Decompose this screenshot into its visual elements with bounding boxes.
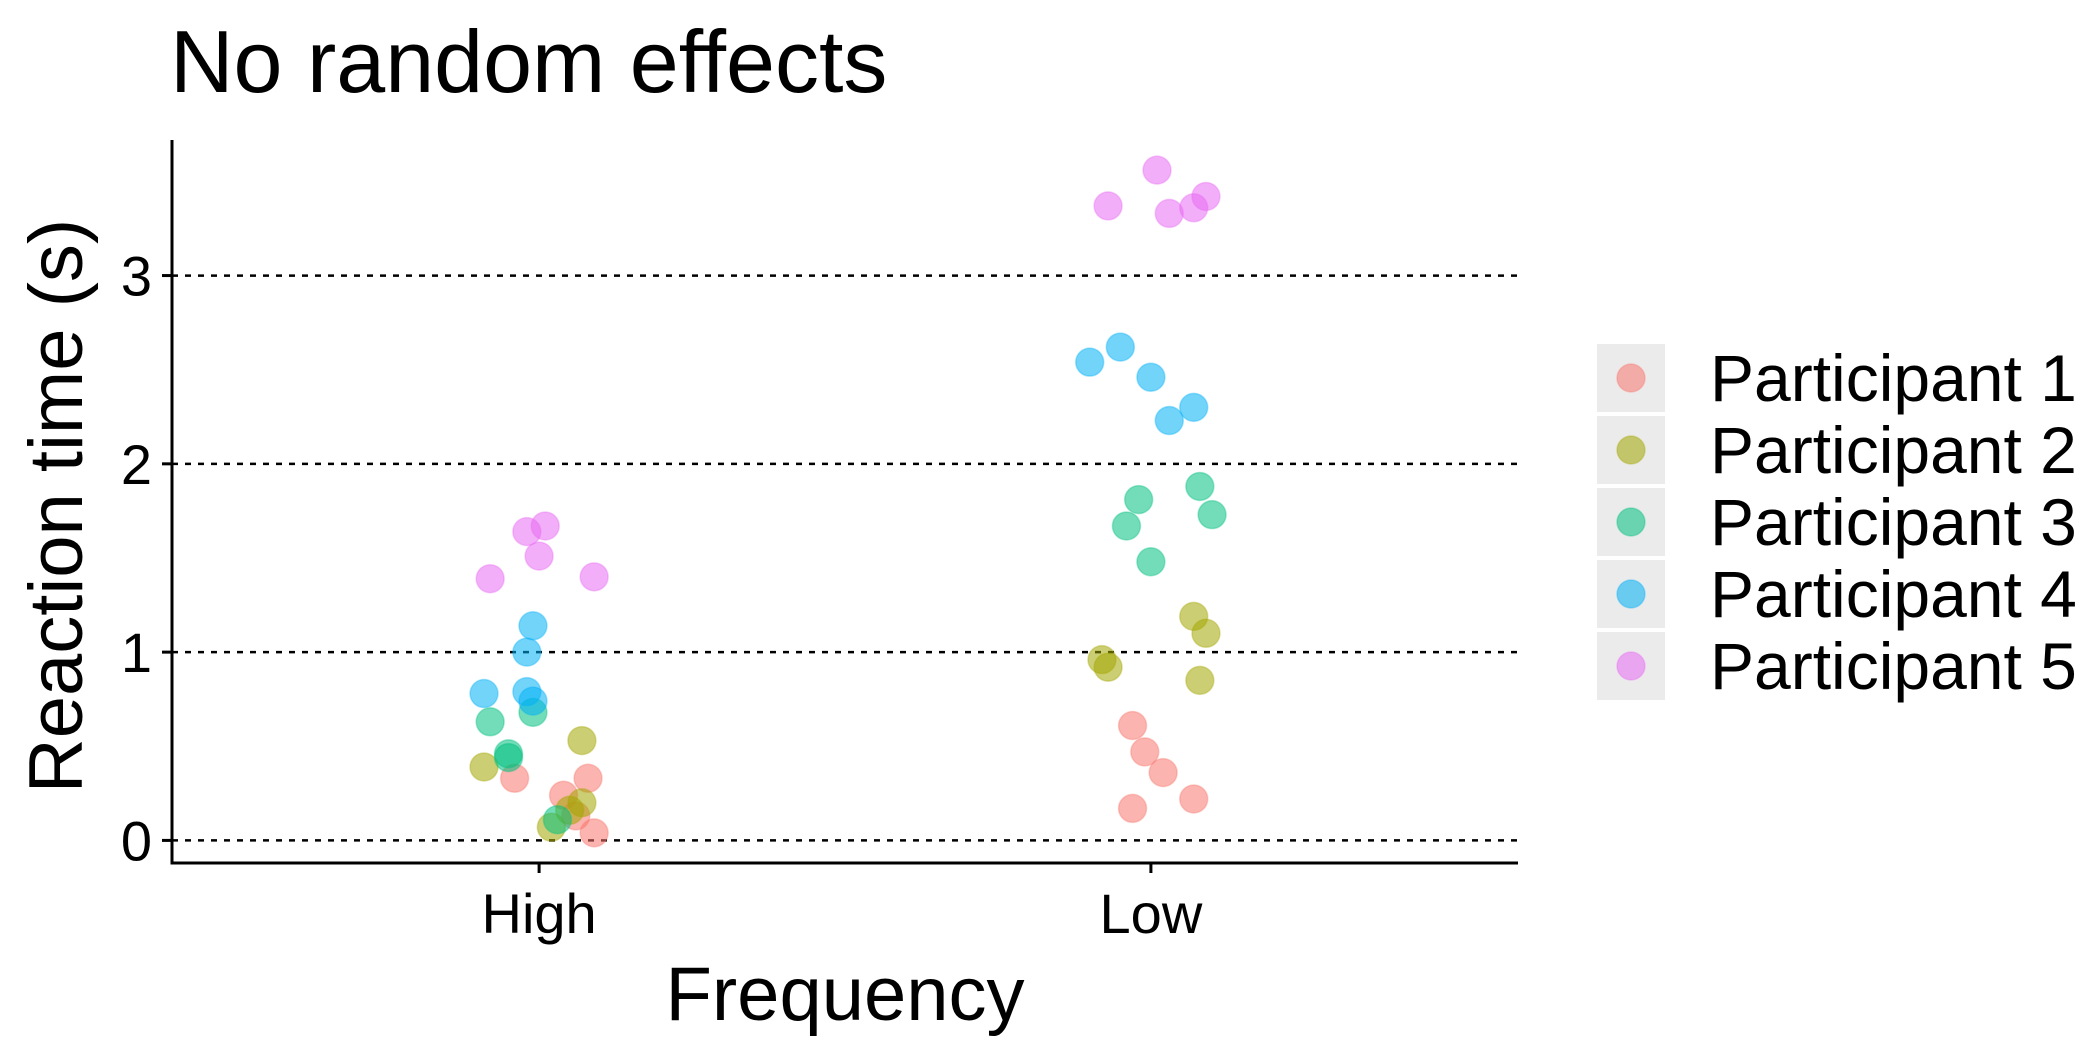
data-points [469, 155, 1227, 848]
point-participant-4-3 [518, 611, 548, 641]
point-participant-4-1 [469, 678, 499, 709]
point-participant-4-2 [512, 637, 542, 667]
point-participant-4-9 [1154, 405, 1185, 436]
point-participant-5-1 [475, 563, 505, 594]
point-participant-1-9 [1148, 757, 1178, 788]
legend-marker [1616, 579, 1646, 609]
point-participant-3-10 [1197, 499, 1227, 530]
legend-marker [1616, 363, 1646, 393]
point-participant-4-8 [1136, 362, 1166, 392]
legend-label: Participant 4 [1710, 557, 2077, 631]
point-participant-2-2 [567, 725, 597, 756]
legend-item-participant-3: Participant 3 [1597, 485, 2077, 559]
point-participant-1-10 [1178, 784, 1209, 814]
legend-item-participant-5: Participant 5 [1597, 629, 2077, 703]
legend-label: Participant 2 [1710, 413, 2077, 487]
point-participant-5-3 [530, 511, 560, 541]
point-participant-1-6 [1117, 793, 1148, 824]
legend-label: Participant 3 [1710, 485, 2077, 559]
point-participant-2-9 [1191, 618, 1221, 649]
legend-item-participant-1: Participant 1 [1597, 341, 2077, 415]
point-participant-3-9 [1185, 471, 1215, 502]
legend-marker [1616, 651, 1646, 681]
x-axis-ticks: High Low [482, 863, 1203, 945]
point-participant-3-1 [475, 707, 505, 737]
point-participant-5-5 [579, 562, 609, 592]
x-tick-label-low: Low [1100, 882, 1203, 945]
axes [170, 140, 1518, 865]
y-tick-label-0: 0 [121, 809, 152, 872]
y-tick-label-1: 1 [121, 621, 152, 684]
point-participant-3-8 [1136, 547, 1166, 577]
point-participant-1-3 [573, 763, 603, 794]
point-participant-1-8 [1130, 737, 1160, 767]
legend-label: Participant 1 [1710, 341, 2077, 415]
y-axis-title: Reaction time (s) [14, 219, 99, 793]
y-tick-label-3: 3 [121, 245, 152, 308]
point-participant-5-4 [524, 541, 554, 571]
x-tick-label-high: High [482, 882, 597, 945]
y-tick-label-2: 2 [121, 433, 152, 496]
point-participant-5-7 [1142, 155, 1172, 185]
point-participant-5-10 [1191, 181, 1221, 212]
point-participant-1-7 [1117, 710, 1148, 741]
y-axis-ticks: 0 1 2 3 [121, 245, 172, 872]
point-participant-5-6 [1093, 191, 1123, 221]
legend-marker [1616, 507, 1646, 537]
point-participant-3-3 [493, 742, 524, 773]
legend-label: Participant 5 [1710, 629, 2077, 703]
legend-item-participant-2: Participant 2 [1597, 413, 2077, 487]
point-participant-1-5 [579, 818, 609, 848]
point-participant-4-5 [518, 686, 548, 716]
point-participant-4-10 [1178, 392, 1209, 423]
legend-item-participant-4: Participant 4 [1597, 557, 2077, 631]
point-participant-4-6 [1074, 347, 1105, 377]
point-participant-3-5 [542, 804, 573, 835]
point-participant-2-7 [1093, 652, 1123, 682]
legend-marker [1616, 435, 1646, 465]
gridlines [172, 274, 1518, 842]
point-participant-2-1 [469, 752, 499, 782]
point-participant-3-7 [1123, 484, 1154, 515]
point-participant-2-10 [1185, 665, 1215, 696]
point-participant-3-6 [1111, 511, 1142, 541]
point-participant-4-7 [1105, 332, 1136, 362]
x-axis-title: Frequency [665, 952, 1024, 1037]
point-participant-5-8 [1154, 198, 1185, 229]
chart-title: No random effects [170, 12, 887, 111]
